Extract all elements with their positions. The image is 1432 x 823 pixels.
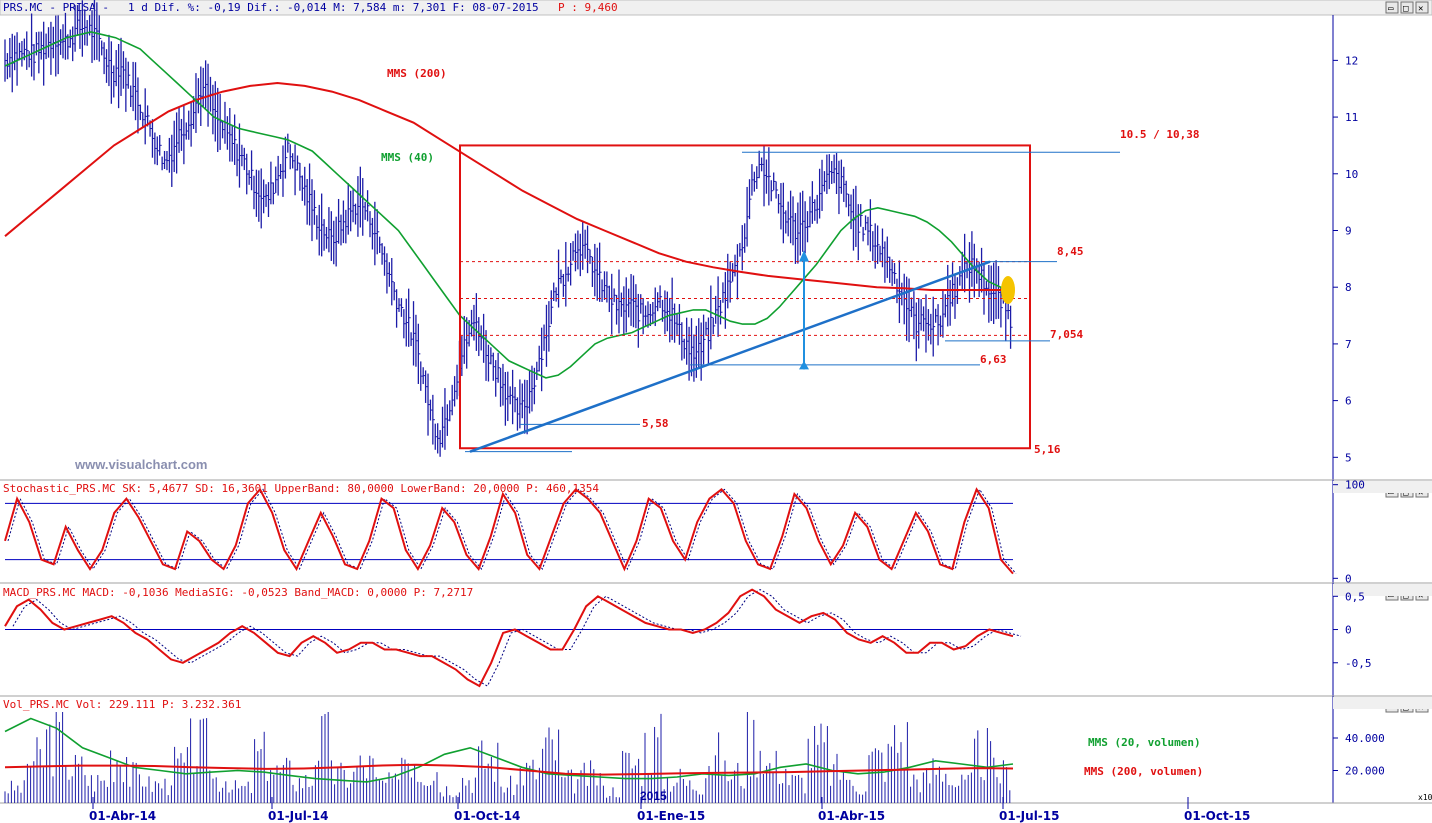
level-845-label: 8,45 xyxy=(1057,245,1084,258)
x-axis: 01-Abr-14 01-Jul-14 01-Oct-14 01-Ene-15 01-A… xyxy=(89,797,1250,823)
vol-mms20-line xyxy=(4,717,1014,783)
y-tick-label: 8 xyxy=(1345,281,1352,294)
y-tick-label: 40.000 xyxy=(1345,732,1385,745)
x-tick-label: 01-Oct-15 xyxy=(1184,809,1250,823)
stochastic-panel: 100 0 xyxy=(4,479,1365,585)
y-tick-label: 10 xyxy=(1345,168,1358,181)
range-box xyxy=(459,144,1031,450)
y-tick-label: 11 xyxy=(1345,111,1358,124)
mms40-line xyxy=(4,31,1014,379)
y-tick-label: 12 xyxy=(1345,54,1358,67)
y-tick-label: 0 xyxy=(1345,624,1352,637)
window-buttons: ▭□✕▭□✕▭□✕▭□✕ xyxy=(1385,1,1429,713)
y-tick-label: -0,5 xyxy=(1345,657,1372,670)
x-tick-label: 01-Jul-14 xyxy=(268,809,328,823)
window-button xyxy=(1385,1,1399,14)
volume-panel: 40.000 20.000 xyxy=(4,712,1385,803)
mms40-label: MMS (40) xyxy=(381,151,434,164)
macd-line xyxy=(4,588,1014,688)
mms200-label: MMS (200) xyxy=(387,67,447,80)
vol-mms200-line xyxy=(4,763,1014,776)
stochastic-title: Stochastic_PRS.MC SK: 5,4677 SD: 16,3601… xyxy=(3,482,599,495)
macd-signal-line xyxy=(12,589,1022,687)
y-tick-label: 5 xyxy=(1345,451,1352,464)
y-tick-label: 7 xyxy=(1345,338,1352,351)
x-tick-label: 01-Abr-15 xyxy=(818,809,885,823)
window-button xyxy=(1415,1,1429,14)
window-button xyxy=(1400,1,1414,14)
panel-frames xyxy=(0,15,1432,804)
level-558-label: 5,58 xyxy=(642,417,669,430)
y-tick-label: 100 xyxy=(1345,479,1365,492)
x-tick-label: 01-Jul-15 xyxy=(999,809,1059,823)
resistance-label: 10.5 / 10,38 xyxy=(1120,128,1199,141)
volume-title: Vol_PRS.MC Vol: 229.111 P: 3.232.361 xyxy=(3,698,241,711)
panel-button-bar xyxy=(1333,584,1432,596)
y-tick-label: 6 xyxy=(1345,395,1352,408)
vol-mms20-label: MMS (20, volumen) xyxy=(1088,736,1201,749)
macd-title: MACD_PRS.MC MACD: -0,1036 MediaSIG: -0,0… xyxy=(3,586,473,599)
window-button-glyph: ✕ xyxy=(1418,4,1423,14)
window-button-glyph: □ xyxy=(1403,4,1409,14)
header-last-price: P : 9,460 xyxy=(558,1,618,14)
trendline xyxy=(469,260,991,453)
y-tick-label: 20.000 xyxy=(1345,765,1385,778)
stoch-sd-line xyxy=(7,488,1017,574)
y-tick-label: 0,5 xyxy=(1345,590,1365,603)
y-tick-label: 9 xyxy=(1345,224,1352,237)
header-stats: 1 d Dif. %: -0,19 Dif.: -0,014 M: 7,584 … xyxy=(128,1,539,14)
header-ticker: PRS.MC - PRISA - xyxy=(3,1,109,14)
highlight-marker xyxy=(1001,276,1015,305)
x-tick-label: 01-Ene-15 xyxy=(637,809,705,823)
vol-mms200-label: MMS (200, volumen) xyxy=(1084,765,1203,778)
x-tick-label: 01-Oct-14 xyxy=(454,809,520,823)
mms200-line xyxy=(4,81,1013,291)
macd-panel: 0,5 0 -0,5 xyxy=(4,588,1372,688)
window-button-glyph: ▭ xyxy=(1388,4,1394,14)
panel-button-bar xyxy=(1333,481,1432,493)
x-tick-label: 01-Abr-14 xyxy=(89,809,156,823)
year-label: 2015 xyxy=(640,789,667,803)
stoch-sk-line xyxy=(4,487,1014,575)
level-7054-label: 7,054 xyxy=(1050,328,1083,341)
watermark: www.visualchart.com xyxy=(74,457,207,472)
panel-button-bar xyxy=(1333,697,1432,709)
level-516-label: 5,16 xyxy=(1034,443,1061,456)
arrow-head-up xyxy=(799,250,809,262)
level-663-label: 6,63 xyxy=(980,353,1007,366)
arrow-head-down xyxy=(799,360,809,370)
corner-label: x10 xyxy=(1418,793,1432,802)
y-tick-label: 0 xyxy=(1345,572,1352,585)
price-panel: 5 6 7 8 9 10 11 12 xyxy=(4,0,1358,464)
